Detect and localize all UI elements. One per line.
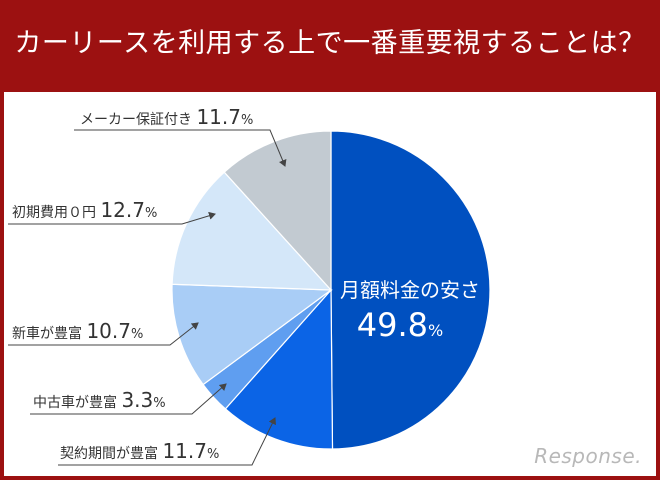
slice-value: 11.7 <box>162 439 207 463</box>
leader-line <box>30 383 227 415</box>
slice-value: 10.7 <box>86 319 131 343</box>
slice-label: メーカー保証付き 11.7% <box>80 105 253 129</box>
response-logo: Response. <box>534 444 642 468</box>
slice-value: 12.7 <box>100 198 145 222</box>
slice-value: 3.3 <box>121 388 153 412</box>
chart-title: カーリースを利用する上で一番重要視することは？ <box>14 28 646 59</box>
slice-label: 契約期間が豊富 11.7% <box>60 439 219 463</box>
leader-line <box>8 211 216 225</box>
pie-slice <box>224 288 334 450</box>
leader-line <box>8 322 199 346</box>
pie-slice <box>330 130 491 450</box>
slice-label: 月額料金の安さ <box>340 278 480 302</box>
slice-label: 中古車が豊富 3.3% <box>33 388 166 412</box>
slice-label: 初期費用０円 12.7% <box>12 198 157 222</box>
slice-label: 新車が豊富 10.7% <box>12 319 143 343</box>
slice-value: 49.8% <box>357 306 443 344</box>
leader-line <box>58 417 276 466</box>
pie-slice <box>171 283 333 386</box>
pie-slice <box>223 130 332 292</box>
slice-value: 11.7 <box>196 105 241 129</box>
leader-line <box>74 129 287 167</box>
